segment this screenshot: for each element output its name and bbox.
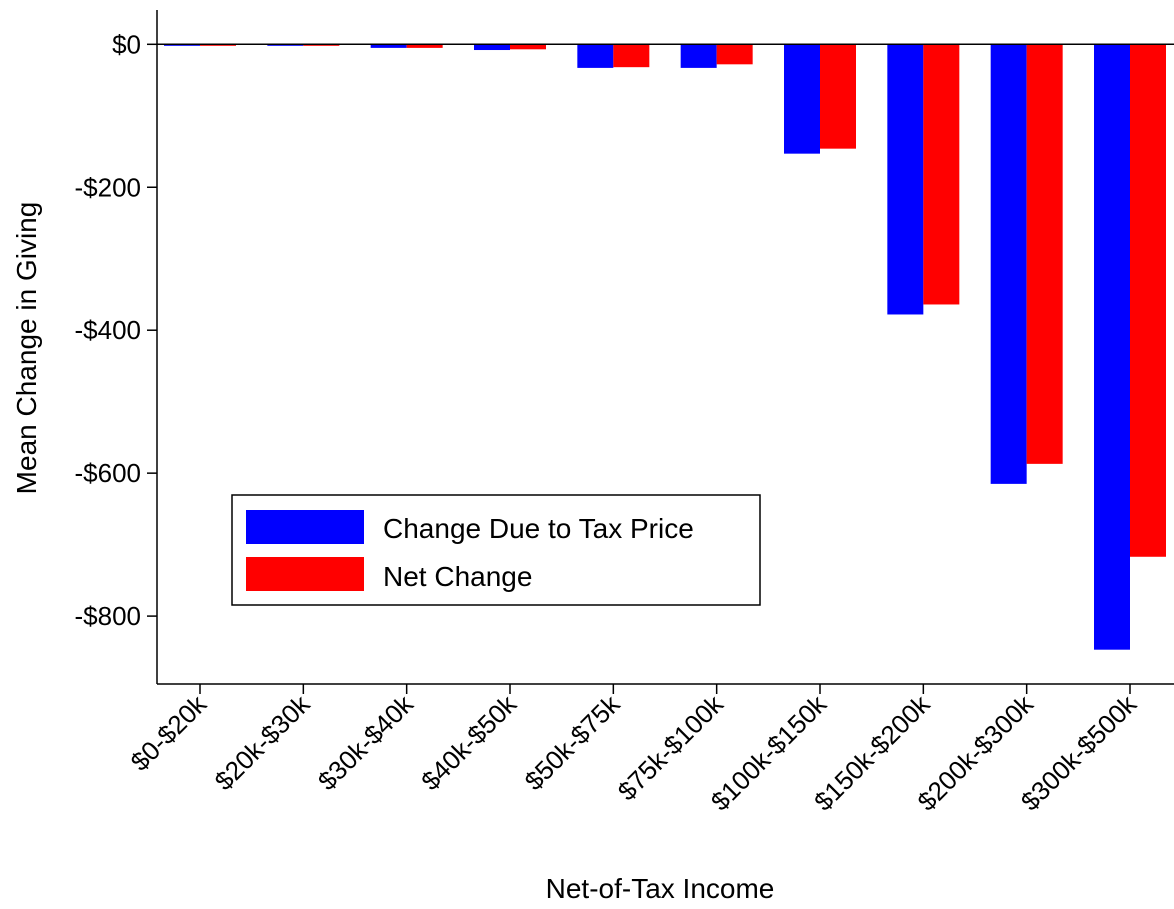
y-tick-label: -$400 [75,315,142,345]
axes-group [156,10,1174,685]
bar-tax-price-6 [680,44,717,68]
bar-net-change-7 [820,44,856,149]
x-tick-label: $40k-$50k [415,688,523,796]
y-ticks-group: $0 -$200 -$400 -$600 -$800 [75,29,157,631]
bar-net-change-3 [406,44,443,48]
bar-tax-price-8 [887,44,924,315]
legend-swatch-net-change [246,557,364,591]
x-tick-label: $50k-$75k [519,688,627,796]
bar-net-change-4 [510,44,546,50]
legend-label-net-change: Net Change [383,561,532,592]
x-tick-label: $30k-$40k [312,688,420,796]
bars-group [164,44,1166,650]
bar-net-change-9 [1026,44,1063,464]
bar-tax-price-3 [370,44,407,48]
bar-tax-price-4 [474,44,510,51]
bar-net-change-5 [613,44,650,68]
y-axis-title: Mean Change in Giving [11,202,42,495]
legend: Change Due to Tax Price Net Change [231,494,761,606]
bar-tax-price-9 [990,44,1027,484]
x-tick-label: $20k-$30k [209,688,317,796]
y-tick-label: -$800 [75,601,142,631]
y-tick-label: -$600 [75,458,142,488]
bar-tax-price-5 [577,44,614,68]
x-axis-title: Net-of-Tax Income [546,873,775,904]
bar-net-change-10 [1130,44,1166,557]
bar-tax-price-7 [784,44,820,154]
x-ticks-group: $0-$20k$20k-$30k$30k-$40k$40k-$50k$50k-$… [125,684,1143,817]
legend-swatch-tax-price [246,510,364,544]
bar-net-change-6 [716,44,753,65]
legend-label-tax-price: Change Due to Tax Price [383,513,694,544]
bar-net-change-8 [923,44,960,305]
bar-tax-price-10 [1094,44,1130,650]
y-tick-label: $0 [112,29,141,59]
y-tick-label: -$200 [75,172,142,202]
x-tick-label: $0-$20k [125,688,213,776]
